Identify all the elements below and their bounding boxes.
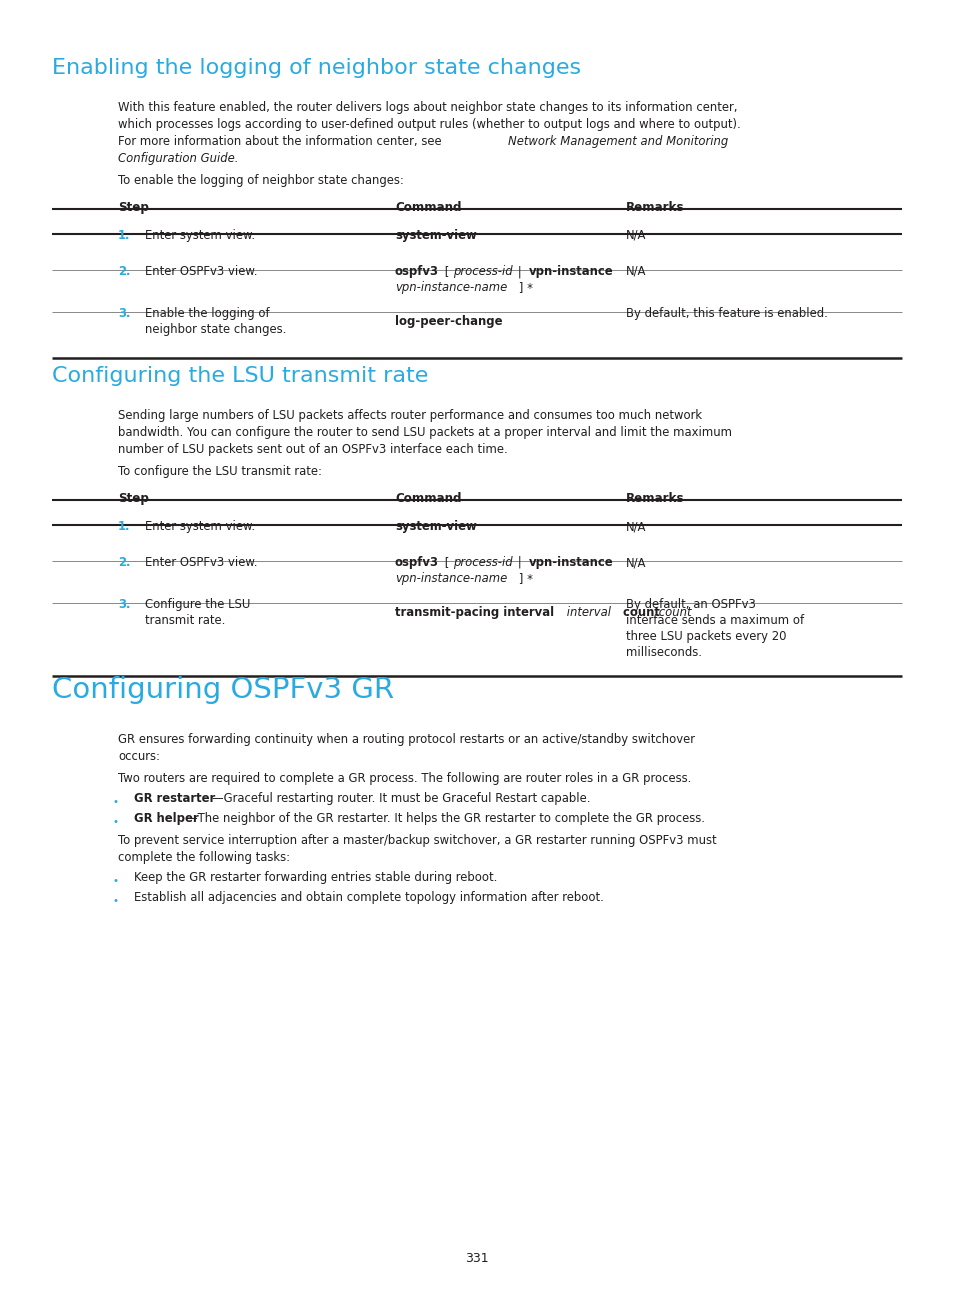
Text: Remarks: Remarks	[625, 492, 684, 505]
Text: Sending large numbers of LSU packets affects router performance and consumes too: Sending large numbers of LSU packets aff…	[118, 410, 701, 422]
Text: Configure the LSU: Configure the LSU	[145, 597, 250, 610]
Text: ospfv3: ospfv3	[395, 556, 438, 569]
Text: •: •	[112, 816, 119, 827]
Text: vpn-instance-name: vpn-instance-name	[395, 281, 507, 294]
Text: transmit rate.: transmit rate.	[145, 614, 225, 627]
Text: [: [	[440, 556, 453, 569]
Text: process-id: process-id	[453, 556, 512, 569]
Text: vpn-instance: vpn-instance	[529, 556, 613, 569]
Text: 2.: 2.	[118, 264, 131, 279]
Text: By default, an OSPFv3: By default, an OSPFv3	[625, 597, 755, 610]
Text: •: •	[112, 797, 119, 807]
Text: number of LSU packets sent out of an OSPFv3 interface each time.: number of LSU packets sent out of an OSP…	[118, 443, 507, 456]
Text: neighbor state changes.: neighbor state changes.	[145, 323, 286, 336]
Text: Enter system view.: Enter system view.	[145, 520, 254, 533]
Text: complete the following tasks:: complete the following tasks:	[118, 851, 290, 864]
Text: Enter OSPFv3 view.: Enter OSPFv3 view.	[145, 556, 257, 569]
Text: N/A: N/A	[625, 264, 646, 279]
Text: •: •	[112, 876, 119, 886]
Text: [: [	[440, 264, 453, 279]
Text: N/A: N/A	[625, 229, 646, 242]
Text: count: count	[655, 607, 691, 619]
Text: With this feature enabled, the router delivers logs about neighbor state changes: With this feature enabled, the router de…	[118, 101, 737, 114]
Text: To configure the LSU transmit rate:: To configure the LSU transmit rate:	[118, 465, 322, 478]
Text: Enter system view.: Enter system view.	[145, 229, 254, 242]
Text: interface sends a maximum of: interface sends a maximum of	[625, 614, 803, 627]
Text: N/A: N/A	[625, 520, 646, 533]
Text: 3.: 3.	[118, 307, 131, 320]
Text: Step: Step	[118, 492, 149, 505]
Text: ] *: ] *	[515, 281, 533, 294]
Text: Enable the logging of: Enable the logging of	[145, 307, 270, 320]
Text: system-view: system-view	[395, 229, 476, 242]
Text: 1.: 1.	[118, 520, 131, 533]
Text: Establish all adjacencies and obtain complete topology information after reboot.: Establish all adjacencies and obtain com…	[133, 892, 603, 905]
Text: Enter OSPFv3 view.: Enter OSPFv3 view.	[145, 264, 257, 279]
Text: Remarks: Remarks	[625, 201, 684, 214]
Text: To enable the logging of neighbor state changes:: To enable the logging of neighbor state …	[118, 174, 403, 187]
Text: interval: interval	[562, 607, 610, 619]
Text: milliseconds.: milliseconds.	[625, 645, 701, 658]
Text: transmit-pacing interval: transmit-pacing interval	[395, 607, 554, 619]
Text: —The neighbor of the GR restarter. It helps the GR restarter to complete the GR : —The neighbor of the GR restarter. It he…	[186, 813, 704, 826]
Text: —Graceful restarting router. It must be Graceful Restart capable.: —Graceful restarting router. It must be …	[212, 792, 590, 805]
Text: log-peer-change: log-peer-change	[395, 315, 502, 328]
Text: three LSU packets every 20: three LSU packets every 20	[625, 630, 785, 643]
Text: For more information about the information center, see: For more information about the informati…	[118, 135, 445, 148]
Text: GR helper: GR helper	[133, 813, 198, 826]
Text: bandwidth. You can configure the router to send LSU packets at a proper interval: bandwidth. You can configure the router …	[118, 426, 731, 439]
Text: Command: Command	[395, 492, 461, 505]
Text: 3.: 3.	[118, 597, 131, 610]
Text: 331: 331	[465, 1252, 488, 1265]
Text: Enabling the logging of neighbor state changes: Enabling the logging of neighbor state c…	[52, 58, 580, 78]
Text: GR restarter: GR restarter	[133, 792, 215, 805]
Text: Network Management and Monitoring: Network Management and Monitoring	[507, 135, 727, 148]
Text: Step: Step	[118, 201, 149, 214]
Text: N/A: N/A	[625, 556, 646, 569]
Text: Keep the GR restarter forwarding entries stable during reboot.: Keep the GR restarter forwarding entries…	[133, 871, 497, 884]
Text: 2.: 2.	[118, 556, 131, 569]
Text: system-view: system-view	[395, 520, 476, 533]
Text: To prevent service interruption after a master/backup switchover, a GR restarter: To prevent service interruption after a …	[118, 835, 716, 848]
Text: count: count	[618, 607, 659, 619]
Text: Command: Command	[395, 201, 461, 214]
Text: 1.: 1.	[118, 229, 131, 242]
Text: occurs:: occurs:	[118, 750, 160, 763]
Text: Configuring the LSU transmit rate: Configuring the LSU transmit rate	[52, 365, 428, 386]
Text: Configuration Guide.: Configuration Guide.	[118, 152, 238, 165]
Text: ] *: ] *	[515, 572, 533, 584]
Text: Configuring OSPFv3 GR: Configuring OSPFv3 GR	[52, 677, 394, 704]
Text: |: |	[514, 556, 525, 569]
Text: |: |	[514, 264, 525, 279]
Text: By default, this feature is enabled.: By default, this feature is enabled.	[625, 307, 827, 320]
Text: •: •	[112, 896, 119, 906]
Text: vpn-instance: vpn-instance	[529, 264, 613, 279]
Text: GR ensures forwarding continuity when a routing protocol restarts or an active/s: GR ensures forwarding continuity when a …	[118, 734, 695, 746]
Text: Two routers are required to complete a GR process. The following are router role: Two routers are required to complete a G…	[118, 772, 691, 785]
Text: vpn-instance-name: vpn-instance-name	[395, 572, 507, 584]
Text: ospfv3: ospfv3	[395, 264, 438, 279]
Text: process-id: process-id	[453, 264, 512, 279]
Text: which processes logs according to user-defined output rules (whether to output l: which processes logs according to user-d…	[118, 118, 740, 131]
